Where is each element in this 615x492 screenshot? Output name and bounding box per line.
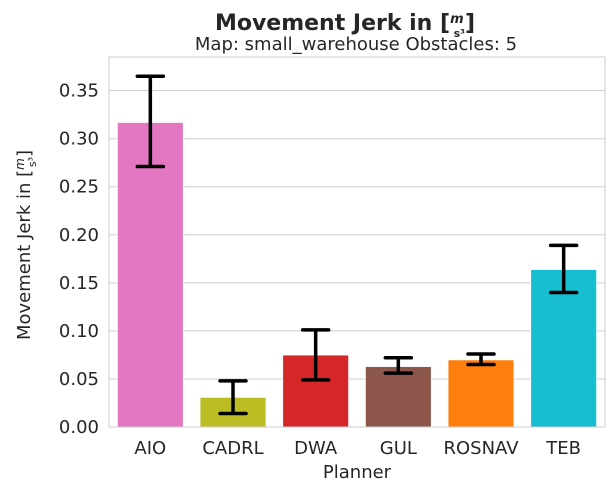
chart-title: Movement Jerk in [m s³] bbox=[215, 11, 475, 40]
y-tick-label: 0.15 bbox=[59, 273, 99, 294]
title-unit-den: s³ bbox=[454, 27, 466, 40]
x-tick-label: GUL bbox=[380, 438, 417, 459]
y-tick-label: 0.05 bbox=[59, 369, 99, 390]
y-tick-label: 0.20 bbox=[59, 225, 99, 246]
y-tick-label: 0.25 bbox=[59, 177, 99, 198]
bar bbox=[447, 359, 515, 428]
title-unit-num: m bbox=[450, 12, 464, 27]
x-axis-label: Planner bbox=[323, 462, 392, 483]
x-tick-label: TEB bbox=[545, 438, 581, 459]
x-tick-label: CADRL bbox=[202, 438, 263, 459]
y-tick-label: 0.00 bbox=[59, 417, 99, 438]
chart-subtitle: Map: small_warehouse Obstacles: 5 bbox=[195, 34, 517, 55]
y-tick-label: 0.35 bbox=[59, 81, 99, 102]
x-tick-label: ROSNAV bbox=[443, 438, 519, 459]
ylabel-unit-num: m bbox=[13, 158, 27, 170]
x-tick-label: DWA bbox=[294, 438, 338, 459]
bar bbox=[530, 268, 598, 428]
bar bbox=[364, 365, 432, 428]
y-axis-label: Movement Jerk in [ms³] bbox=[13, 150, 39, 340]
x-tick-label: AIO bbox=[134, 438, 166, 459]
plot-frame bbox=[108, 56, 606, 428]
y-tick-label: 0.30 bbox=[59, 129, 99, 150]
plot-area: 0.00 0.05 0.10 0.15 0.20 0.25 0.30 0.35 AIO CADRL… bbox=[59, 56, 606, 459]
y-tick-label: 0.10 bbox=[59, 321, 99, 342]
ylabel-unit-den: s³ bbox=[26, 157, 39, 167]
